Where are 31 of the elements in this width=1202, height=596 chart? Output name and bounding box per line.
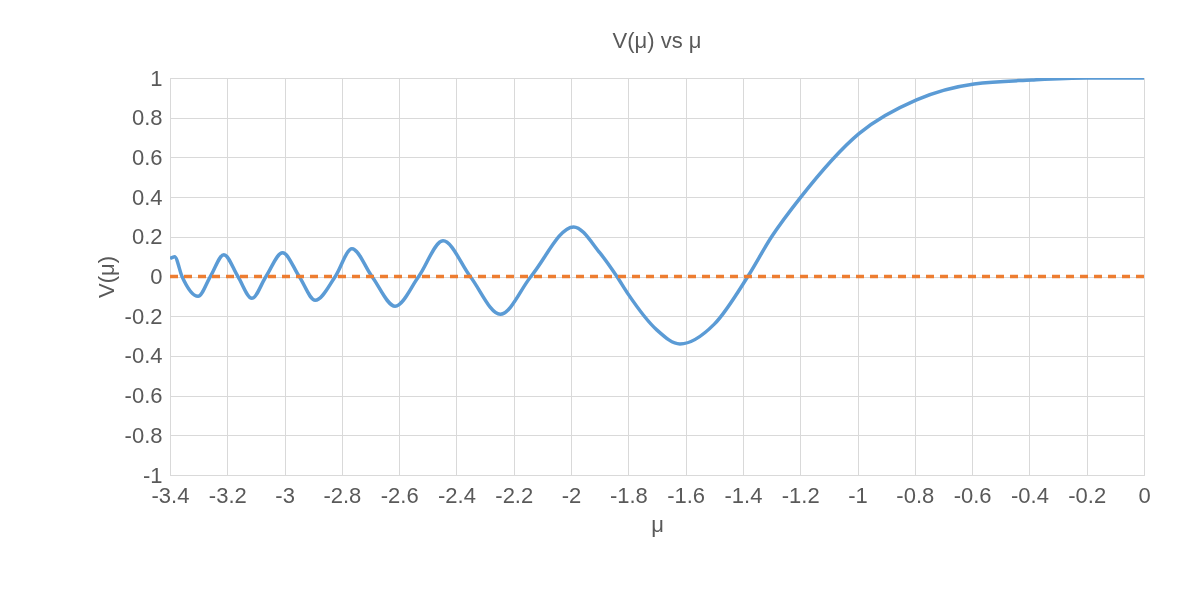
y-tick-label: 0.2	[131, 224, 163, 250]
x-tick-label: -1.6	[667, 482, 706, 508]
y-tick-label: 0.8	[131, 105, 163, 131]
x-tick-label: -0.8	[896, 482, 935, 508]
x-tick-label: -2	[561, 482, 582, 508]
y-tick-label: -0.4	[124, 343, 163, 369]
x-tick-label: 0	[1138, 482, 1151, 508]
chart-title: V(μ) vs μ	[612, 28, 702, 53]
y-tick-label: -0.8	[124, 422, 163, 448]
y-tick-label: 0.6	[131, 144, 163, 170]
x-tick-label: -2.4	[438, 482, 476, 508]
y-tick-label: -0.2	[124, 303, 163, 329]
x-tick-label: -0.6	[953, 482, 992, 508]
x-tick-label: -3.2	[208, 482, 247, 508]
y-tick-label: 0.4	[131, 184, 163, 210]
x-tick-label: -3	[275, 482, 295, 508]
y-axis-title: V(μ)	[93, 255, 119, 299]
x-tick-label: -0.4	[1010, 482, 1049, 508]
y-tick-label: 1	[150, 65, 163, 91]
y-tick-label: 0	[150, 264, 163, 289]
x-axis-title: μ	[651, 511, 664, 537]
x-tick-label: -2.6	[380, 482, 419, 508]
x-tick-label: -2.8	[323, 482, 362, 508]
x-tick-label: -0.2	[1068, 482, 1107, 508]
x-tick-label: -1.4	[724, 482, 763, 508]
x-tick-label: -1.2	[781, 482, 820, 508]
y-tick-label: -0.6	[124, 383, 163, 409]
x-tick-label: -2.2	[495, 482, 534, 508]
x-tick-label: -1	[848, 482, 868, 508]
x-tick-label: -1.8	[609, 482, 648, 508]
line-series	[170, 78, 1144, 346]
